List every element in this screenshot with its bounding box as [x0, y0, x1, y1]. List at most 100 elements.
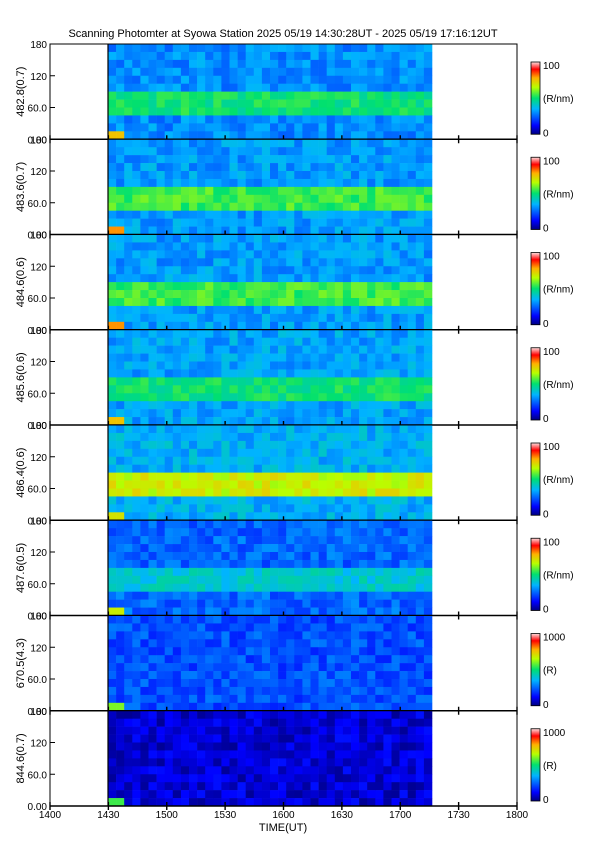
- heatmap-cell: [180, 186, 190, 196]
- heatmap-cell: [318, 758, 327, 767]
- heatmap-cell: [148, 702, 157, 712]
- heatmap-cell: [180, 123, 190, 132]
- heatmap-cell: [367, 274, 376, 283]
- heatmap-cell: [180, 623, 190, 632]
- heatmap-cell: [334, 178, 344, 188]
- heatmap-cell: [180, 194, 190, 204]
- heatmap-cell: [351, 567, 360, 577]
- heatmap-cell: [172, 266, 182, 275]
- heatmap-cell: [278, 226, 287, 235]
- heatmap-cell: [310, 504, 319, 513]
- heatmap-cell: [189, 559, 198, 569]
- heatmap-cell: [229, 583, 238, 592]
- heatmap-cell: [318, 798, 327, 807]
- heatmap-cell: [399, 59, 408, 69]
- heatmap-cell: [237, 417, 246, 426]
- heatmap-cell: [213, 615, 222, 624]
- heatmap-cell: [351, 369, 360, 378]
- heatmap-cell: [367, 385, 376, 394]
- heatmap-cell: [318, 163, 327, 172]
- heatmap-cell: [132, 178, 141, 188]
- heatmap-cell: [383, 131, 392, 140]
- heatmap-cell: [278, 464, 287, 473]
- heatmap-cell: [359, 282, 368, 291]
- heatmap-cell: [156, 345, 165, 354]
- heatmap-cell: [197, 44, 206, 53]
- heatmap-cell: [237, 178, 246, 188]
- colorbar: 100(R/nm)0: [530, 156, 574, 235]
- heatmap-cell: [391, 59, 400, 69]
- heatmap-cell: [197, 409, 206, 418]
- heatmap-cell: [124, 607, 133, 616]
- heatmap-cell: [342, 250, 352, 259]
- heatmap-cell: [375, 298, 384, 307]
- heatmap-cell: [124, 742, 133, 751]
- heatmap-cell: [172, 171, 182, 180]
- heatmap-cell: [205, 710, 214, 719]
- heatmap-cell: [326, 583, 336, 592]
- colorbar-max: 100: [543, 156, 560, 167]
- heatmap-cell: [326, 702, 336, 712]
- heatmap-cell: [407, 242, 417, 251]
- heatmap-cell: [318, 559, 327, 569]
- heatmap-cell: [415, 305, 425, 315]
- heatmap-cell: [108, 544, 117, 553]
- heatmap-cell: [367, 242, 376, 251]
- heatmap-cell: [221, 782, 230, 791]
- heatmap-cell: [205, 234, 214, 243]
- heatmap-cell: [286, 718, 295, 727]
- heatmap-cell: [270, 710, 279, 719]
- heatmap-cell: [375, 512, 384, 521]
- heatmap-cell: [375, 448, 384, 458]
- heatmap-cell: [351, 345, 360, 354]
- heatmap-cell: [286, 266, 295, 275]
- heatmap-cell: [197, 163, 206, 172]
- heatmap-cell: [399, 385, 408, 394]
- heatmap-cell: [367, 718, 376, 727]
- heatmap-cell: [229, 425, 238, 434]
- heatmap-cell: [221, 710, 230, 719]
- heatmap-cell: [189, 59, 198, 69]
- heatmap-cell: [286, 686, 295, 696]
- heatmap-cell: [108, 591, 117, 600]
- heatmap-cell: [261, 385, 271, 394]
- heatmap-cell: [415, 171, 425, 180]
- heatmap-cell: [156, 671, 165, 680]
- heatmap-cell: [189, 91, 198, 100]
- heatmap-cell: [359, 186, 368, 196]
- heatmap-cell: [302, 44, 311, 53]
- heatmap-cell: [286, 83, 295, 92]
- heatmap-cell: [359, 131, 368, 140]
- heatmap-cell: [278, 178, 287, 188]
- heatmap-cell: [334, 488, 344, 497]
- heatmap-cell: [132, 210, 141, 219]
- heatmap-cell: [132, 694, 141, 704]
- heatmap-cell: [189, 655, 198, 664]
- heatmap-cell: [164, 782, 174, 791]
- heatmap-cell: [180, 409, 190, 418]
- y-tick-label: 120: [30, 358, 47, 369]
- heatmap-cell: [172, 313, 182, 323]
- heatmap-cell: [278, 790, 287, 799]
- heatmap-cell: [148, 432, 157, 442]
- heatmap-cell: [415, 671, 425, 680]
- heatmap-cell: [391, 83, 400, 92]
- heatmap-cell: [407, 440, 417, 450]
- heatmap-cell: [391, 504, 400, 513]
- heatmap-cell: [140, 456, 149, 465]
- heatmap-cell: [423, 694, 433, 704]
- heatmap-cell: [197, 250, 206, 259]
- heatmap-cell: [156, 623, 165, 632]
- heatmap-cell: [172, 290, 182, 299]
- heatmap-cell: [221, 59, 230, 69]
- heatmap-cell: [116, 710, 125, 719]
- heatmap-cell: [189, 567, 198, 577]
- heatmap-cell: [383, 321, 392, 331]
- heatmap-cell: [407, 385, 417, 394]
- heatmap-cell: [124, 163, 133, 172]
- heatmap-cell: [229, 59, 238, 69]
- heatmap-cell: [156, 274, 165, 283]
- heatmap-cell: [391, 742, 400, 751]
- heatmap-cell: [148, 186, 157, 196]
- heatmap-cell: [205, 115, 214, 124]
